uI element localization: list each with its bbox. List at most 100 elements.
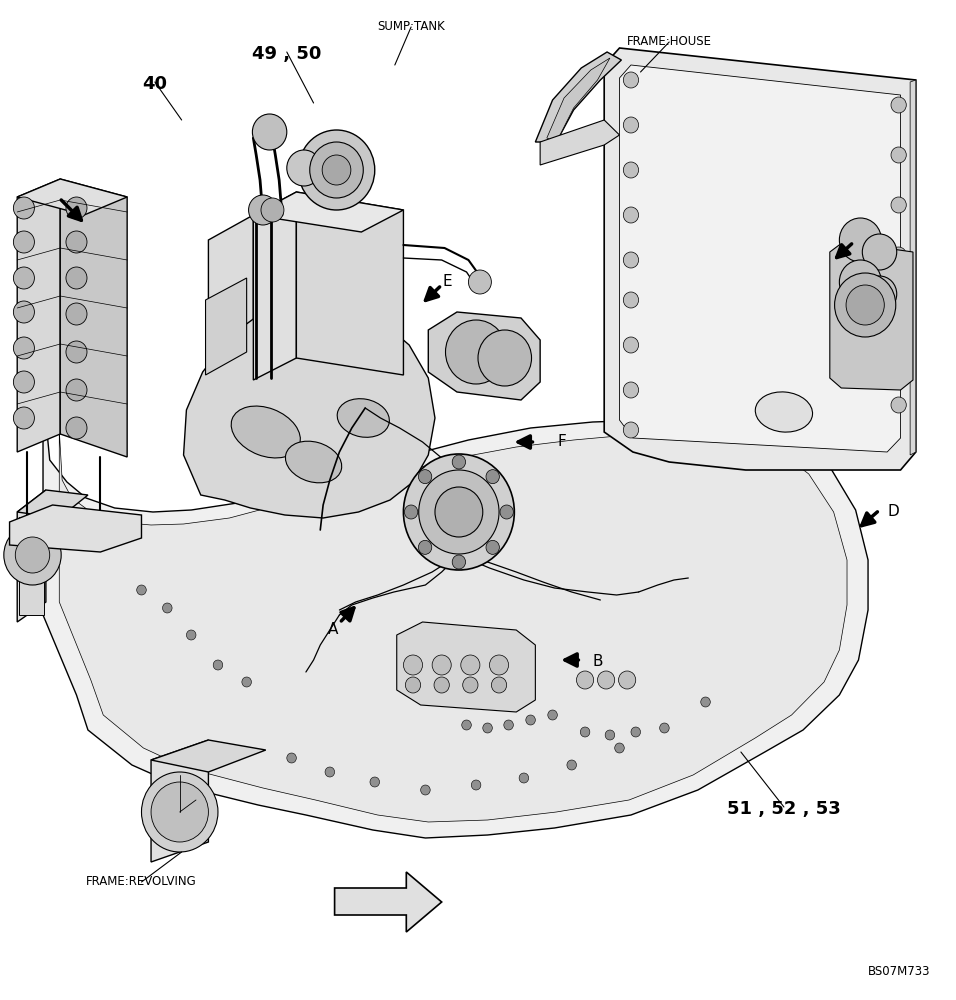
- Circle shape: [623, 337, 639, 353]
- Circle shape: [298, 130, 375, 210]
- Text: FRAME:HOUSE: FRAME:HOUSE: [627, 35, 711, 48]
- Circle shape: [862, 234, 897, 270]
- Circle shape: [287, 753, 296, 763]
- Circle shape: [452, 455, 466, 469]
- Polygon shape: [535, 52, 621, 142]
- Circle shape: [623, 117, 639, 133]
- Text: FRAME:REVOLVING: FRAME:REVOLVING: [86, 875, 197, 888]
- Circle shape: [623, 72, 639, 88]
- Polygon shape: [253, 192, 296, 380]
- Circle shape: [500, 505, 513, 519]
- Circle shape: [891, 297, 906, 313]
- Circle shape: [478, 330, 532, 386]
- Circle shape: [252, 114, 287, 150]
- Circle shape: [435, 487, 483, 537]
- Polygon shape: [151, 740, 266, 772]
- Circle shape: [66, 341, 87, 363]
- Polygon shape: [17, 179, 60, 452]
- Text: E: E: [443, 274, 452, 290]
- Circle shape: [891, 247, 906, 263]
- Polygon shape: [10, 505, 141, 552]
- Circle shape: [213, 660, 223, 670]
- Ellipse shape: [286, 441, 341, 483]
- Polygon shape: [335, 872, 442, 932]
- Circle shape: [137, 585, 146, 595]
- Ellipse shape: [755, 392, 813, 432]
- Text: 51 , 52 , 53: 51 , 52 , 53: [728, 800, 840, 818]
- Bar: [19, 517, 44, 615]
- Circle shape: [548, 710, 557, 720]
- Circle shape: [468, 270, 491, 294]
- Ellipse shape: [337, 399, 389, 437]
- Circle shape: [452, 555, 466, 569]
- Polygon shape: [619, 65, 901, 452]
- Circle shape: [403, 454, 514, 570]
- Circle shape: [891, 397, 906, 413]
- Circle shape: [419, 470, 499, 554]
- Circle shape: [615, 743, 624, 753]
- Circle shape: [598, 671, 615, 689]
- Text: 49 , 50: 49 , 50: [252, 45, 321, 63]
- Text: B: B: [593, 654, 602, 670]
- Polygon shape: [910, 80, 916, 455]
- Circle shape: [261, 198, 284, 222]
- Circle shape: [249, 195, 277, 225]
- Circle shape: [403, 655, 423, 675]
- Polygon shape: [17, 490, 88, 518]
- Circle shape: [623, 422, 639, 438]
- Circle shape: [839, 218, 881, 262]
- Text: 40: 40: [142, 75, 167, 93]
- Circle shape: [623, 252, 639, 268]
- Polygon shape: [206, 278, 247, 375]
- Text: D: D: [888, 504, 900, 520]
- Circle shape: [325, 767, 335, 777]
- Circle shape: [434, 677, 449, 693]
- Circle shape: [631, 727, 641, 737]
- Polygon shape: [17, 179, 127, 215]
- Circle shape: [421, 785, 430, 795]
- Circle shape: [66, 267, 87, 289]
- Circle shape: [66, 417, 87, 439]
- Circle shape: [891, 97, 906, 113]
- Circle shape: [491, 677, 507, 693]
- Circle shape: [310, 142, 363, 198]
- Circle shape: [419, 470, 432, 484]
- Circle shape: [15, 537, 50, 573]
- Text: G: G: [50, 192, 61, 208]
- Circle shape: [287, 150, 321, 186]
- Circle shape: [66, 379, 87, 401]
- Circle shape: [66, 231, 87, 253]
- Polygon shape: [43, 380, 868, 838]
- Circle shape: [891, 197, 906, 213]
- Circle shape: [242, 677, 251, 687]
- Circle shape: [839, 260, 881, 304]
- Polygon shape: [830, 242, 913, 390]
- Circle shape: [66, 197, 87, 219]
- Circle shape: [163, 603, 172, 613]
- Polygon shape: [540, 120, 619, 165]
- Polygon shape: [428, 312, 540, 400]
- Circle shape: [151, 782, 208, 842]
- Circle shape: [891, 147, 906, 163]
- Circle shape: [623, 382, 639, 398]
- Polygon shape: [60, 179, 127, 457]
- Circle shape: [13, 231, 34, 253]
- Circle shape: [13, 407, 34, 429]
- Circle shape: [623, 162, 639, 178]
- Circle shape: [701, 697, 710, 707]
- Circle shape: [419, 540, 432, 554]
- Polygon shape: [59, 392, 847, 822]
- Circle shape: [13, 371, 34, 393]
- Text: SUMP:TANK: SUMP:TANK: [378, 20, 445, 33]
- Circle shape: [576, 671, 594, 689]
- Circle shape: [186, 630, 196, 640]
- Circle shape: [141, 772, 218, 852]
- Circle shape: [445, 320, 507, 384]
- Circle shape: [486, 540, 499, 554]
- Circle shape: [835, 273, 896, 337]
- Circle shape: [891, 347, 906, 363]
- Circle shape: [370, 777, 380, 787]
- Circle shape: [489, 655, 509, 675]
- Text: C: C: [855, 231, 866, 245]
- Circle shape: [463, 677, 478, 693]
